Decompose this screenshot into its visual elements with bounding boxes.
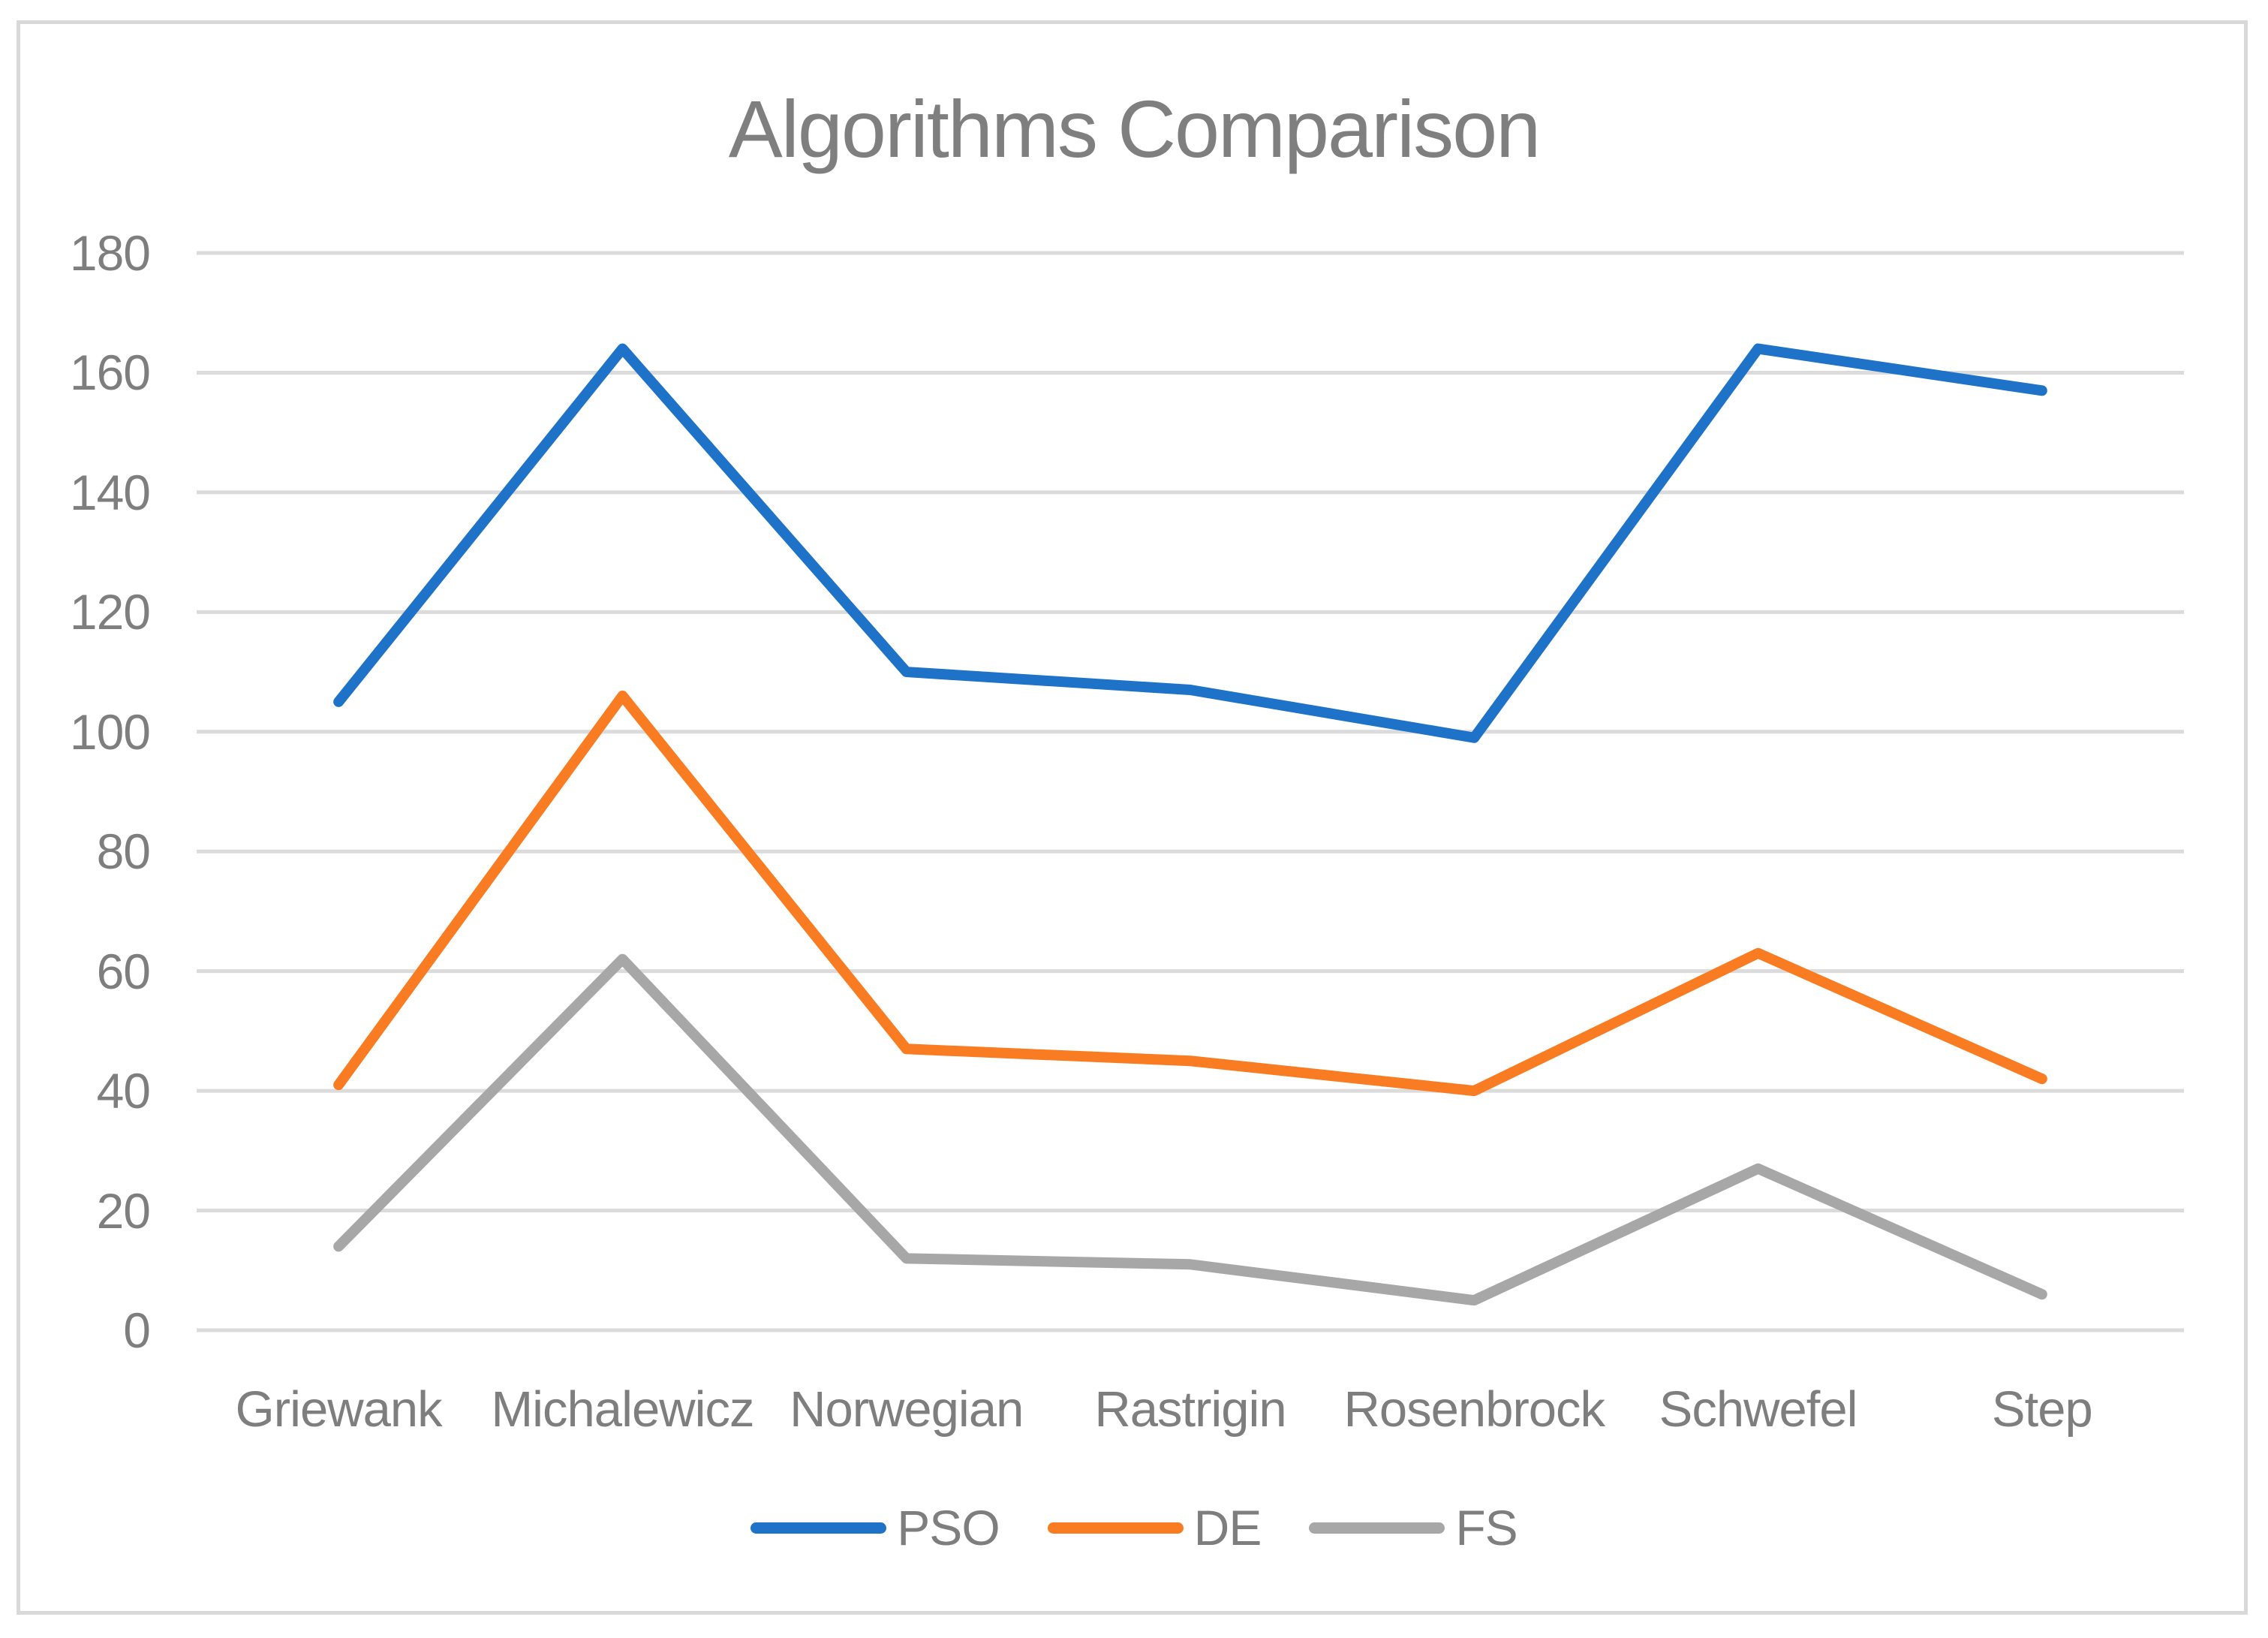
legend[interactable]: PSO DE FS <box>0 1501 2268 1555</box>
legend-label: PSO <box>897 1500 1000 1555</box>
y-tick-label: 160 <box>69 345 151 401</box>
x-tick-label: Schwefel <box>1659 1381 1858 1438</box>
legend-swatch-de <box>1047 1522 1184 1534</box>
y-tick-label: 180 <box>69 225 151 281</box>
y-tick-label: 60 <box>96 943 151 999</box>
legend-label: FS <box>1455 1500 1518 1555</box>
series-line-pso[interactable] <box>333 343 2047 743</box>
legend-swatch-pso <box>750 1522 887 1534</box>
chart-border <box>17 20 2248 1615</box>
y-tick-label: 100 <box>69 703 151 760</box>
legend-item-pso[interactable]: PSO <box>750 1500 1000 1555</box>
legend-swatch-fs <box>1309 1522 1445 1534</box>
y-tick-label: 120 <box>69 584 151 640</box>
legend-item-de[interactable]: DE <box>1047 1500 1262 1555</box>
chart-title[interactable]: Algorithms Comparison <box>728 83 1541 174</box>
x-tick-label: Griewank <box>235 1381 443 1438</box>
series-line-de[interactable] <box>333 690 2047 1097</box>
legend-item-fs[interactable]: FS <box>1309 1500 1518 1555</box>
y-tick-label: 20 <box>96 1182 151 1239</box>
y-tick-label: 0 <box>123 1302 151 1358</box>
x-tick-label: Step <box>1991 1381 2093 1438</box>
x-tick-label: Rastrigin <box>1094 1381 1286 1438</box>
y-tick-label: 80 <box>96 824 151 880</box>
series-line-fs[interactable] <box>333 953 2047 1306</box>
y-tick-label: 140 <box>69 464 151 520</box>
x-tick-label: Michalewicz <box>491 1381 754 1438</box>
x-tick-label: Rosenbrock <box>1343 1381 1606 1438</box>
y-tick-label: 40 <box>96 1063 151 1119</box>
x-tick-label: Norwegian <box>790 1381 1024 1438</box>
legend-label: DE <box>1193 1500 1262 1555</box>
